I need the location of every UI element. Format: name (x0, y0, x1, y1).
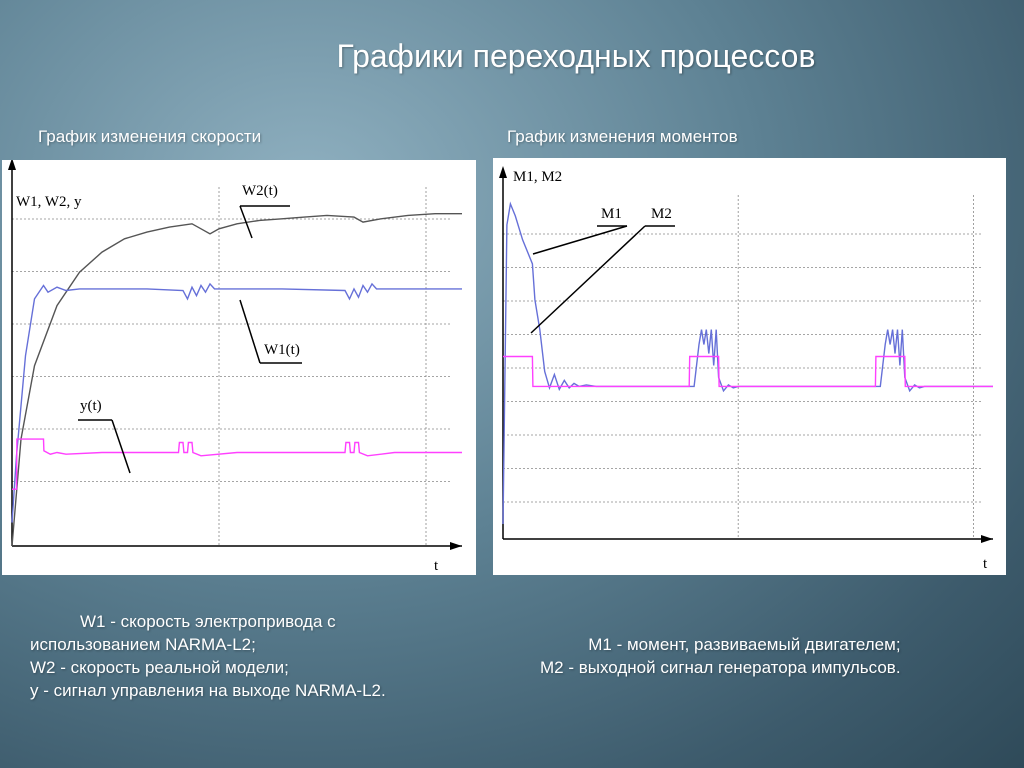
caption-line: y - сигнал управления на выходе NARMA-L2… (30, 681, 386, 700)
torque-caption: M1 - момент, развиваемый двигателем; M2 … (540, 633, 901, 679)
slide-title: Графики переходных процессов (336, 38, 816, 74)
annotation-m1: M1 (601, 206, 622, 222)
x-axis-arrow (450, 542, 462, 550)
caption-line: использованием NARMA-L2; (30, 635, 256, 654)
series-line-m1 (502, 201, 993, 525)
x-axis-label: t (983, 556, 988, 572)
series-line-w2t (11, 213, 462, 547)
torque-chart-svg: M1, M2 t M1 M2 (499, 166, 993, 572)
annotation-arrow (239, 205, 253, 239)
annotation-arrow (532, 225, 628, 255)
annotation-m2: M2 (651, 206, 672, 222)
speed-chart-title: График изменения скорости (38, 127, 262, 146)
annotation-w1: W1(t) (264, 342, 300, 358)
speed-chart: W1, W2, y t W2(t) W1(t) y(t) (2, 160, 476, 575)
series-line-m2 (503, 355, 993, 388)
series-line-yt (12, 438, 462, 490)
series-line-w1t (11, 282, 462, 523)
x-axis-label: t (434, 558, 439, 574)
x-axis-arrow (981, 535, 993, 543)
y-axis-arrow (499, 166, 507, 178)
caption-line: M1 - момент, развиваемый двигателем; (588, 635, 901, 654)
caption-line: W1 - скорость электропривода с (80, 612, 336, 631)
caption-line: W2 - скорость реальной модели; (30, 658, 289, 677)
caption-line: M2 - выходной сигнал генератора импульсо… (540, 658, 901, 677)
annotation-y: y(t) (80, 398, 102, 414)
y-axis-label: W1, W2, y (16, 194, 82, 210)
y-axis-arrow (8, 160, 16, 170)
speed-chart-svg: W1, W2, y t W2(t) W1(t) y(t) (8, 160, 462, 574)
annotation-w2: W2(t) (242, 183, 278, 199)
torque-chart-title: График изменения моментов (507, 127, 738, 146)
annotation-arrow (239, 299, 261, 364)
annotation-arrow (530, 225, 646, 334)
torque-chart: M1, M2 t M1 M2 (493, 158, 1006, 575)
y-axis-label: M1, M2 (513, 169, 562, 185)
annotation-arrow (111, 419, 131, 474)
speed-caption: W1 - скорость электропривода с использов… (30, 610, 386, 702)
